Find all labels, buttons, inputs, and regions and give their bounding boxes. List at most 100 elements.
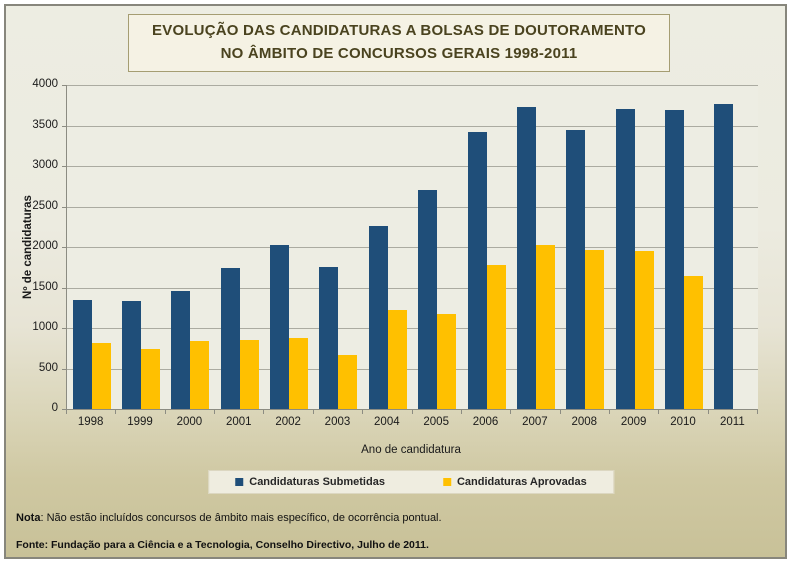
note-nota-text: : Não estão incluídos concursos de âmbit… xyxy=(40,512,442,524)
bar-group-2007 xyxy=(511,85,560,409)
bar-aprovadas-2002 xyxy=(289,337,309,409)
y-axis-tick xyxy=(62,166,66,167)
x-axis-tick-label: 2007 xyxy=(522,416,548,428)
bar-submetidas-2005 xyxy=(418,189,438,409)
bar-group-2003 xyxy=(314,85,363,409)
bar-group-2009 xyxy=(610,85,659,409)
bar-submetidas-2008 xyxy=(566,130,586,409)
gridline xyxy=(67,287,758,289)
bar-group-2006 xyxy=(462,85,511,409)
gridline xyxy=(67,368,758,370)
bar-submetidas-2004 xyxy=(368,225,388,409)
note-fonte-text: : Fundação para a Ciência e a Tecnologia… xyxy=(44,539,429,551)
gridline xyxy=(67,328,758,329)
x-axis-tick-label: 1999 xyxy=(127,416,153,428)
bar-submetidas-2001 xyxy=(220,267,240,409)
bar-aprovadas-2005 xyxy=(437,313,457,409)
x-axis-tick xyxy=(609,410,610,414)
bar-group-2000 xyxy=(166,85,215,409)
bar-group-1998 xyxy=(67,85,116,409)
bar-aprovadas-2006 xyxy=(486,264,506,409)
y-axis-tick-label: 1000 xyxy=(32,321,58,333)
bar-submetidas-2010 xyxy=(664,110,684,409)
bar-group-2008 xyxy=(561,85,610,409)
x-axis-tick-label: 2002 xyxy=(275,416,301,428)
note-nota-label: Nota xyxy=(16,512,41,524)
bar-aprovadas-2007 xyxy=(535,244,555,409)
gridline xyxy=(67,247,758,248)
x-axis-tick xyxy=(757,410,758,414)
x-axis-tick-label: 2003 xyxy=(324,416,351,428)
legend: Candidaturas Submetidas Candidaturas Apr… xyxy=(208,470,614,494)
y-axis-tick-label: 2500 xyxy=(32,199,58,212)
bar-group-2004 xyxy=(363,85,412,409)
bar-aprovadas-2004 xyxy=(387,310,407,409)
x-axis-title: Ano de candidatura xyxy=(361,444,461,456)
legend-item-aprovadas: Candidaturas Aprovadas xyxy=(442,476,587,488)
bar-aprovadas-2003 xyxy=(338,355,358,409)
y-axis-tick-label: 1500 xyxy=(32,280,58,293)
bar-submetidas-1999 xyxy=(122,300,142,409)
bar-group-2011 xyxy=(709,85,758,409)
gridline xyxy=(67,85,758,86)
x-axis-labels: 1998 1999 2000 2001 2002 2003 2004 2005 2006 2007… xyxy=(66,416,757,428)
bar-group-2001 xyxy=(215,85,264,409)
x-axis-tick xyxy=(560,410,561,414)
bar-aprovadas-2010 xyxy=(683,276,703,409)
x-axis-tick xyxy=(214,410,215,414)
chart-title: EVOLUÇÃO DAS CANDIDATURAS A BOLSAS DE DO… xyxy=(128,14,670,72)
x-axis-tick xyxy=(461,410,462,414)
x-axis-tick xyxy=(66,410,67,414)
x-axis-tick xyxy=(658,410,659,414)
x-axis-tick xyxy=(115,410,116,414)
x-axis-tick-label: 2009 xyxy=(620,416,647,428)
x-axis-tick-label: 2001 xyxy=(225,416,252,428)
legend-label-aprovadas: Candidaturas Aprovadas xyxy=(456,476,587,488)
bar-series-container xyxy=(67,85,758,409)
bar-group-2010 xyxy=(659,85,708,409)
y-axis-tick xyxy=(62,206,66,208)
legend-label-submetidas: Candidaturas Submetidas xyxy=(249,476,385,488)
x-axis-tick xyxy=(708,410,709,414)
legend-swatch-aprovadas-icon xyxy=(442,478,451,486)
y-axis-tick-label: 2000 xyxy=(32,240,58,252)
x-axis-tick xyxy=(313,410,314,414)
y-axis-tick-label: 3000 xyxy=(32,159,58,171)
bar-group-2005 xyxy=(413,85,462,409)
x-axis-tick xyxy=(412,410,413,414)
bar-group-2002 xyxy=(264,85,313,409)
chart-frame: EVOLUÇÃO DAS CANDIDATURAS A BOLSAS DE DO… xyxy=(4,4,787,559)
y-axis-tick xyxy=(62,247,66,248)
y-axis-tick-label: 3500 xyxy=(32,118,58,131)
gridline xyxy=(67,166,758,167)
y-axis-tick xyxy=(62,125,66,127)
y-axis-tick xyxy=(62,368,66,370)
bar-submetidas-2011 xyxy=(714,104,734,409)
bar-aprovadas-2009 xyxy=(634,251,654,409)
bar-aprovadas-2000 xyxy=(190,341,210,409)
note-fonte-label: Fonte xyxy=(16,539,45,551)
y-axis-tick xyxy=(62,85,66,86)
x-axis-tick xyxy=(263,410,264,414)
x-axis-tick-label: 1998 xyxy=(77,416,104,428)
y-axis-tick xyxy=(62,287,66,289)
y-axis-tick-label: 4000 xyxy=(32,78,58,90)
legend-swatch-submetidas-icon xyxy=(235,478,244,486)
x-axis-tick-label: 2011 xyxy=(719,416,745,428)
gridline xyxy=(67,125,758,127)
chart-title-line2: NO ÂMBITO DE CONCURSOS GERAIS 1998-2011 xyxy=(220,44,578,62)
bar-submetidas-2002 xyxy=(270,244,290,409)
bar-group-1999 xyxy=(116,85,165,409)
x-axis-tick-label: 2000 xyxy=(176,416,203,428)
bar-submetidas-2003 xyxy=(319,266,339,409)
x-axis-tick-label: 2004 xyxy=(374,416,400,428)
bar-submetidas-1998 xyxy=(72,299,92,409)
x-axis-tick-label: 2006 xyxy=(472,416,499,428)
bar-submetidas-2006 xyxy=(467,131,487,409)
y-axis-tick-label: 0 xyxy=(51,402,58,414)
y-axis-tick-label: 500 xyxy=(38,361,58,374)
x-axis-tick xyxy=(510,410,511,414)
bar-submetidas-2000 xyxy=(171,290,191,409)
x-axis-tick-label: 2010 xyxy=(670,416,696,428)
x-axis-tick xyxy=(362,410,363,414)
